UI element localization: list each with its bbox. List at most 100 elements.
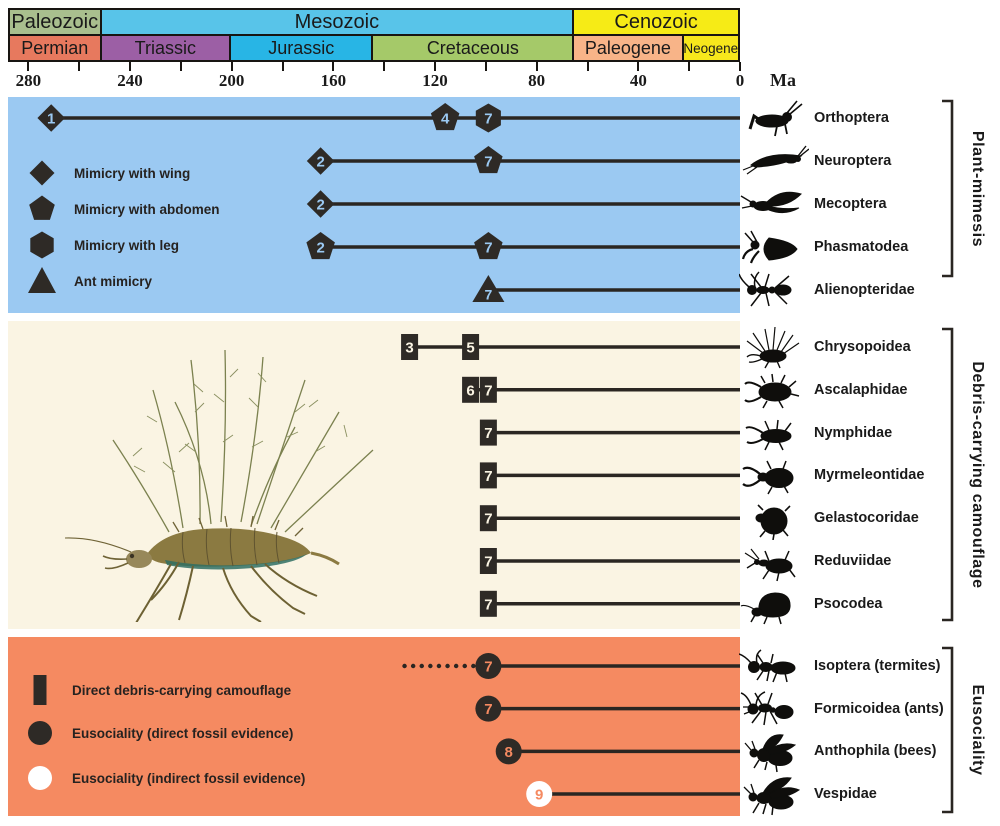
event-marker-ascalaphidae-ref7: 7: [479, 376, 497, 403]
ascalaphid-larva-icon: [739, 368, 809, 412]
event-ref-number: 2: [316, 240, 324, 257]
ant-icon: [739, 687, 809, 731]
event-ref-number: 7: [484, 659, 492, 676]
event-marker-neuroptera-ref2: 2: [306, 147, 335, 175]
event-marker-ascalaphidae-ref6: 6: [462, 376, 480, 403]
event-ref-number: 7: [484, 111, 492, 128]
scorpionfly-icon: [739, 182, 809, 226]
group-label-debris-carrying-camouflage: Debris-carrying camouflage: [969, 360, 986, 589]
event-marker-chrysopoidea-ref5: 5: [462, 334, 480, 360]
event-ref-number: 2: [316, 197, 324, 214]
larva-tail: [310, 551, 340, 566]
event-ref-number: 5: [466, 340, 474, 357]
era-paleozoic: Paleozoic: [8, 8, 100, 36]
era-cenozoic: Cenozoic: [572, 8, 740, 36]
taxon-label: Phasmatodea: [814, 239, 909, 255]
axis-tick: [332, 62, 335, 71]
axis-tick: [129, 62, 131, 71]
event-ref-number: 9: [535, 787, 543, 804]
antlion-larva-icon: [739, 453, 809, 497]
debris-larva-illustration: [64, 349, 374, 622]
circle-dark-marker: [475, 653, 502, 679]
group-bracket-debris-carrying-camouflage: [942, 327, 954, 622]
bee-icon: [739, 729, 809, 773]
event-marker-alienopteridae-ref7: 7: [472, 275, 505, 303]
axis-tick: [27, 62, 30, 71]
taxon-label: Mecoptera: [814, 196, 887, 212]
larva-antenna: [64, 537, 132, 553]
axis-tick-label: 80: [528, 71, 546, 90]
diamond-legend-icon: [29, 160, 55, 186]
period-permian: Permian: [8, 36, 100, 62]
legend-item-mimicry-with-wing: Mimicry with wing: [24, 155, 190, 191]
taxon-label: Alienopteridae: [814, 282, 915, 298]
frond-branches: [132, 368, 348, 473]
larva-jaws: [102, 555, 129, 570]
event-marker-reduviidae-ref7: 7: [479, 548, 497, 574]
legend-item-direct-debris-carrying-camouflage: Direct debris-carrying camouflage: [22, 672, 291, 708]
event-ref-number: 7: [484, 468, 492, 485]
legend-label: Eusociality (indirect fossil evidence): [72, 770, 306, 786]
circle-dark-marker: [495, 738, 522, 765]
termite-icon: [738, 644, 809, 688]
circle-dark-legend-icon: [28, 721, 52, 745]
legend-item-eusociality-direct-fossil-evidence: Eusociality (direct fossil evidence): [22, 715, 293, 751]
era-mesozoic: Mesozoic: [99, 8, 573, 36]
legend-label: Mimicry with wing: [74, 165, 191, 181]
axis-tick: [586, 62, 589, 71]
larva-segments: [181, 527, 280, 567]
taxon-label: Orthoptera: [814, 110, 889, 126]
rect-marker: [401, 334, 419, 360]
axis-tick: [484, 62, 487, 71]
event-marker-gelastocoridae-ref7: 7: [479, 505, 497, 532]
triangle-legend-icon: [28, 267, 56, 293]
taxon-label: Myrmeleontidae: [814, 467, 925, 484]
pentagon-marker: [430, 103, 460, 131]
event-ref-number: 7: [484, 382, 492, 399]
circle-dark-marker: [475, 695, 502, 722]
rect-marker: [479, 462, 497, 489]
rect-marker: [479, 505, 497, 532]
taxon-label: Gelastocoridae: [814, 510, 919, 527]
hexagon-legend-icon: [30, 231, 54, 259]
legend-item-ant-mimicry: Ant mimicry: [24, 263, 152, 299]
wasp-icon: [739, 772, 809, 816]
nymphid-larva-icon: [739, 411, 809, 455]
lacewing-icon: [739, 139, 810, 183]
taxon-label: Chrysopoidea: [814, 339, 911, 355]
taxon-label: Ascalaphidae: [814, 381, 908, 398]
axis-tick: [434, 62, 436, 71]
rect-marker: [462, 376, 480, 403]
taxon-label: Nymphidae: [814, 424, 893, 441]
axis-tick-label: 0: [735, 71, 745, 90]
event-marker-orthoptera-ref7: 7: [475, 103, 501, 133]
axis-tick: [739, 62, 741, 71]
circle-light-marker: [526, 781, 553, 808]
event-ref-number: 3: [405, 340, 413, 357]
larva-eye: [129, 553, 135, 559]
period-triassic: Triassic: [99, 36, 230, 62]
event-marker-chrysopoidea-ref3: 3: [401, 334, 419, 360]
larva-tubercles: [172, 515, 304, 537]
event-marker-isoptera-termites-ref7: 7: [475, 653, 502, 679]
rect-glyph: [33, 675, 47, 705]
event-ref-number: 6: [466, 382, 474, 399]
legend-label: Mimicry with leg: [74, 237, 180, 253]
triangle-marker: [472, 275, 505, 302]
event-marker-myrmeleontidae-ref7: 7: [479, 462, 497, 489]
rect-marker: [479, 376, 497, 403]
leaf-insect-icon: [739, 225, 809, 269]
event-marker-anthophila-bees-ref8: 8: [495, 738, 522, 765]
toad-bug-icon: [739, 496, 809, 541]
pentagon-marker: [474, 232, 503, 260]
period-cretaceous: Cretaceous: [371, 36, 573, 62]
axis-tick-label: 280: [15, 71, 42, 90]
axis-unit-label: Ma: [770, 70, 796, 90]
event-marker-orthoptera-ref4: 4: [430, 103, 460, 131]
taxon-label: Isoptera (termites): [814, 658, 941, 674]
rect-marker: [479, 548, 497, 574]
diamond-marker: [306, 147, 335, 175]
circle-light-legend-icon: [28, 766, 52, 790]
